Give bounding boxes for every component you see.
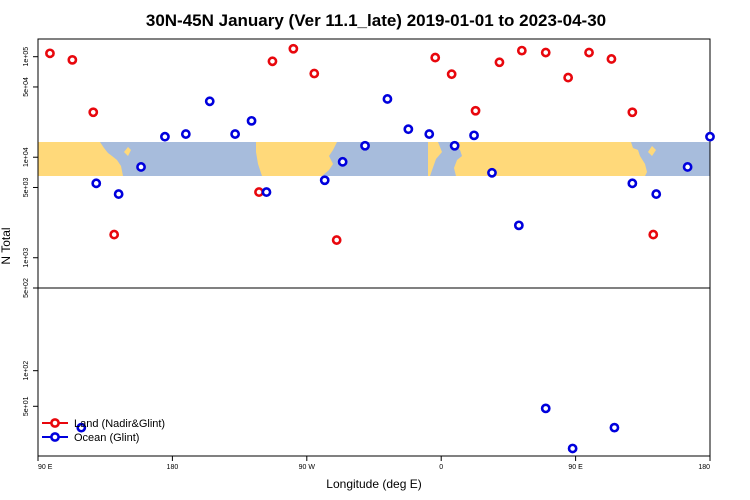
chart-title: 30N-45N January (Ver 11.1_late) 2019-01-…	[146, 11, 606, 30]
ocean-point	[246, 115, 257, 126]
land-point	[309, 68, 320, 79]
land-point	[88, 107, 99, 118]
ocean-point	[449, 140, 460, 151]
ocean-point	[136, 162, 146, 172]
ocean-point	[91, 178, 102, 189]
land-point	[470, 105, 481, 116]
land-point	[648, 229, 659, 240]
map-band-land	[38, 142, 656, 176]
y-axis-label: N Total	[0, 227, 13, 264]
lower-panel-frame	[37, 287, 711, 457]
ocean-point	[424, 129, 435, 139]
ocean-point	[360, 140, 370, 151]
y-tick-label: 5e+04	[23, 77, 30, 97]
land-point	[446, 69, 457, 80]
x-tick-label: 90 W	[299, 464, 316, 471]
y-tick-label: 5e+01	[23, 396, 30, 416]
land-point	[516, 45, 527, 56]
land-europe-africa	[428, 142, 442, 176]
land-point	[540, 47, 551, 58]
map-band	[38, 142, 710, 176]
ocean-point	[261, 187, 272, 197]
ocean-point	[487, 167, 497, 178]
data-points	[45, 43, 715, 454]
ocean-point	[337, 156, 348, 167]
ocean-point	[113, 189, 124, 199]
land-eurasia	[452, 142, 647, 176]
land-point	[254, 187, 264, 197]
land-point	[430, 52, 441, 63]
land-asia-east	[38, 142, 123, 176]
land-point	[606, 54, 617, 64]
ocean-point	[651, 189, 662, 199]
x-tick-label: 180	[698, 464, 710, 471]
legend-land-marker	[50, 418, 60, 428]
ocean-point	[230, 129, 241, 139]
x-tick-label: 180	[167, 464, 179, 471]
legend-land-label: Land (Nadir&Glint)	[74, 418, 165, 430]
legend-ocean-label: Ocean (Glint)	[74, 432, 139, 444]
ocean-point	[76, 422, 87, 433]
land-point	[109, 229, 120, 240]
ocean-point	[627, 178, 638, 189]
ocean-point	[567, 443, 578, 454]
ocean-point	[513, 220, 524, 231]
y-tick-label: 5e+02	[23, 278, 30, 298]
ocean-point	[180, 129, 191, 139]
x-tick-label: 90 E	[568, 464, 583, 471]
y-axis-ticks: 5e+02 1e+03 5e+03 1e+04 5e+04 1e+05 5e+01 1e+02	[23, 47, 38, 416]
y-tick-label: 5e+03	[23, 178, 30, 198]
land-point	[627, 107, 638, 118]
land-point	[331, 235, 342, 245]
land-point	[267, 56, 278, 67]
ocean-point	[382, 94, 393, 104]
legend: Land (Nadir&Glint) Ocean (Glint)	[42, 418, 165, 444]
y-tick-label: 1e+04	[23, 147, 30, 167]
land-north-america	[256, 142, 337, 176]
y-tick-label: 1e+05	[23, 47, 30, 67]
ocean-point	[682, 162, 693, 172]
x-tick-label: 90 E	[38, 464, 53, 471]
land-point	[584, 47, 594, 58]
land-japan	[124, 147, 131, 156]
ocean-point	[403, 124, 414, 135]
ocean-point	[540, 403, 551, 414]
land-point	[494, 57, 505, 68]
ocean-point	[469, 130, 479, 141]
land-point	[563, 72, 574, 83]
ocean-point	[319, 175, 330, 186]
land-point	[67, 54, 78, 65]
x-axis-label: Longitude (deg E)	[326, 477, 421, 491]
x-tick-label: 0	[439, 464, 443, 471]
x-axis-ticks: 90 E 180 90 W 0 90 E 180	[37, 456, 711, 471]
ocean-point	[160, 131, 170, 142]
land-japan-repeat	[648, 146, 656, 156]
ocean-point	[204, 96, 215, 107]
land-point	[288, 43, 299, 54]
y-tick-label: 1e+02	[23, 361, 30, 381]
land-point	[45, 48, 55, 59]
legend-ocean-marker	[50, 432, 60, 442]
y-tick-label: 1e+03	[23, 248, 30, 268]
ocean-point	[609, 422, 620, 433]
ocean-point	[705, 131, 715, 142]
